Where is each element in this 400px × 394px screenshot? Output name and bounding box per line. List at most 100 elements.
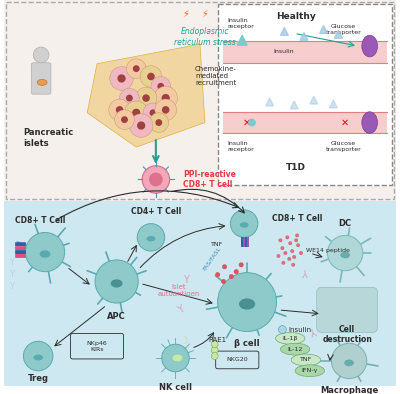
Circle shape <box>287 257 291 261</box>
Circle shape <box>142 94 150 102</box>
Circle shape <box>296 243 300 247</box>
Circle shape <box>126 95 133 102</box>
Circle shape <box>295 233 299 237</box>
Circle shape <box>149 173 163 186</box>
Circle shape <box>215 272 220 277</box>
Ellipse shape <box>362 112 378 134</box>
Circle shape <box>229 274 234 279</box>
Circle shape <box>95 260 138 303</box>
Circle shape <box>276 254 280 258</box>
Text: Y: Y <box>176 304 186 316</box>
Text: ⚡: ⚡ <box>182 9 189 19</box>
Text: Glucose
transporter: Glucose transporter <box>325 141 361 152</box>
Circle shape <box>133 65 140 72</box>
Circle shape <box>294 238 298 242</box>
Text: Treg: Treg <box>28 374 49 383</box>
Circle shape <box>135 87 157 109</box>
Polygon shape <box>320 26 328 33</box>
Text: T1D: T1D <box>286 163 306 172</box>
Circle shape <box>142 166 170 193</box>
Ellipse shape <box>295 365 324 377</box>
Circle shape <box>124 101 148 125</box>
Circle shape <box>132 109 140 117</box>
Circle shape <box>143 103 163 123</box>
Circle shape <box>147 73 155 80</box>
Circle shape <box>288 241 292 245</box>
Circle shape <box>140 66 162 87</box>
Circle shape <box>218 273 276 331</box>
Circle shape <box>221 279 226 284</box>
Circle shape <box>332 343 367 379</box>
Circle shape <box>211 353 218 359</box>
Circle shape <box>26 232 65 272</box>
Polygon shape <box>330 100 337 108</box>
FancyBboxPatch shape <box>4 0 396 201</box>
Circle shape <box>283 251 287 255</box>
Circle shape <box>162 94 170 102</box>
Circle shape <box>239 262 244 267</box>
Ellipse shape <box>340 252 350 258</box>
Circle shape <box>299 251 303 255</box>
Text: β cell: β cell <box>234 339 260 348</box>
Circle shape <box>162 344 189 372</box>
FancyBboxPatch shape <box>15 246 26 250</box>
Text: ✕: ✕ <box>243 117 251 128</box>
Circle shape <box>211 347 218 353</box>
Ellipse shape <box>240 222 248 228</box>
Polygon shape <box>87 44 205 147</box>
Text: DC: DC <box>338 219 352 228</box>
Circle shape <box>162 106 170 113</box>
FancyBboxPatch shape <box>243 237 245 247</box>
FancyBboxPatch shape <box>222 112 387 134</box>
Text: CD8+ T Cell: CD8+ T Cell <box>272 214 322 223</box>
Ellipse shape <box>33 355 43 361</box>
Text: Y: Y <box>9 258 14 268</box>
Circle shape <box>116 106 123 113</box>
Circle shape <box>157 83 164 90</box>
Text: CD4+ T Cell: CD4+ T Cell <box>131 207 181 216</box>
Circle shape <box>121 116 128 123</box>
Ellipse shape <box>37 80 47 85</box>
Circle shape <box>155 99 176 121</box>
Text: IL-1β: IL-1β <box>282 336 298 341</box>
Text: Insulin: Insulin <box>288 327 311 333</box>
Text: Pancreatic
islets: Pancreatic islets <box>24 128 74 148</box>
Circle shape <box>109 99 130 121</box>
Circle shape <box>150 110 156 116</box>
Text: IL-12: IL-12 <box>288 347 303 352</box>
Ellipse shape <box>280 343 310 355</box>
Text: Islet
autoantigen: Islet autoantigen <box>157 284 200 297</box>
Circle shape <box>110 67 133 90</box>
Circle shape <box>290 249 294 253</box>
Circle shape <box>248 119 256 126</box>
Ellipse shape <box>239 298 255 310</box>
Ellipse shape <box>172 355 182 361</box>
Circle shape <box>278 238 282 242</box>
Circle shape <box>151 76 170 96</box>
Text: ✕: ✕ <box>341 117 349 128</box>
Text: Endoplasmic
reticulum stress: Endoplasmic reticulum stress <box>174 28 236 47</box>
Text: PPI-reactive
CD8+ T cell: PPI-reactive CD8+ T cell <box>183 170 236 189</box>
Circle shape <box>149 113 169 132</box>
Ellipse shape <box>40 250 50 258</box>
Text: Y: Y <box>183 275 189 286</box>
Text: Insulin: Insulin <box>274 50 294 54</box>
Polygon shape <box>266 98 274 106</box>
FancyBboxPatch shape <box>317 287 378 333</box>
Text: NK cell: NK cell <box>159 383 192 392</box>
Ellipse shape <box>362 35 378 57</box>
Text: APC: APC <box>107 312 126 321</box>
Circle shape <box>291 263 295 267</box>
FancyBboxPatch shape <box>15 250 26 254</box>
Circle shape <box>155 119 162 126</box>
Circle shape <box>154 86 178 110</box>
Text: TNF: TNF <box>300 357 312 362</box>
Text: Chemokine-
mediated
recruitment: Chemokine- mediated recruitment <box>195 67 237 87</box>
Circle shape <box>126 59 146 78</box>
Circle shape <box>278 325 286 333</box>
Circle shape <box>292 255 296 259</box>
Circle shape <box>118 74 126 83</box>
Circle shape <box>230 210 258 237</box>
FancyBboxPatch shape <box>241 237 243 247</box>
Text: CD8+ T Cell: CD8+ T Cell <box>15 216 65 225</box>
